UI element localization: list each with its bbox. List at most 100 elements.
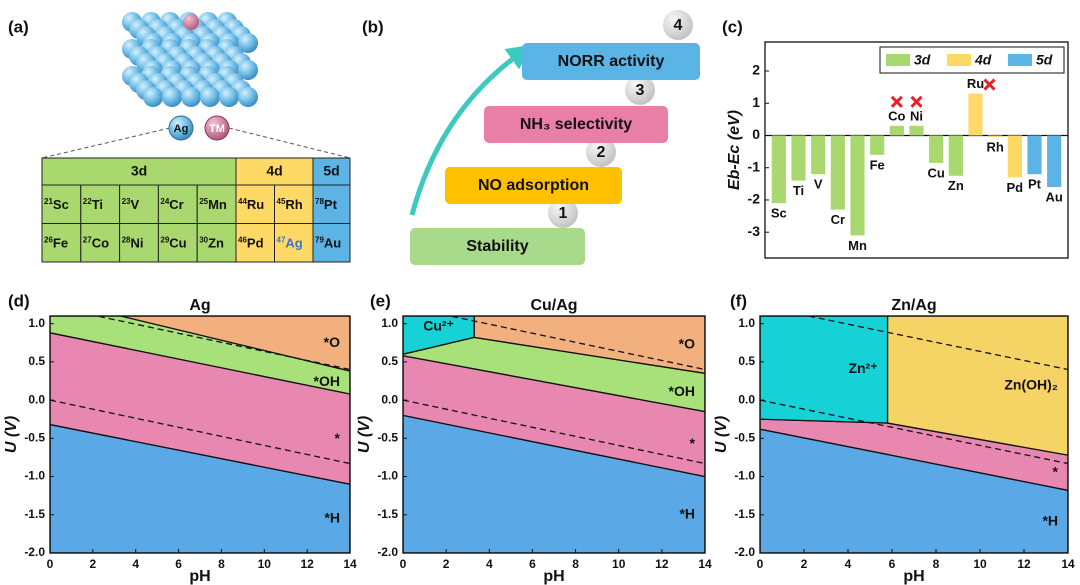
element: 24Cr [160, 197, 183, 213]
region-label: Zn²⁺ [848, 360, 877, 376]
legend-swatch [886, 54, 910, 66]
category-label: Mn [848, 238, 867, 253]
x-tick-label: 4 [132, 557, 139, 571]
bar [889, 125, 904, 136]
progress-arrow [409, 44, 533, 216]
y-tick-label: -1.5 [377, 507, 398, 521]
atom [200, 87, 220, 107]
step-box [522, 43, 700, 80]
legend-label: 4d [974, 52, 992, 68]
element: 21Sc [44, 197, 69, 213]
y-tick-label: 0.0 [28, 392, 45, 406]
atomic-number: 25 [199, 197, 208, 206]
water-line [403, 399, 705, 465]
chart-title: Cu/Ag [530, 297, 577, 314]
y-tick-label: -2.0 [377, 545, 398, 559]
x-tick-label: 0 [757, 557, 764, 571]
phase-region [403, 355, 705, 478]
bar [811, 135, 826, 175]
legend-label: 5d [1036, 52, 1053, 68]
element-symbol: Co [92, 236, 109, 251]
element-cell [80, 223, 121, 263]
atom-label: Ag [174, 123, 189, 135]
element: 30Zn [199, 235, 224, 251]
step-box [484, 106, 668, 143]
phase-region [886, 316, 1068, 456]
bar [968, 93, 983, 136]
element-symbol: Sc [53, 197, 69, 212]
y-tick-label: 0 [752, 126, 760, 142]
atomic-number: 22 [83, 197, 92, 206]
atomic-number: 44 [238, 197, 247, 206]
step-label: NORR activity [558, 53, 665, 70]
category-label: Cr [831, 212, 845, 227]
element-cell [196, 223, 237, 263]
atomic-number: 45 [277, 197, 286, 206]
atomic-number: 47 [277, 235, 286, 244]
plot-frame [764, 41, 1069, 259]
plot-frame [402, 315, 706, 554]
atom [219, 87, 239, 107]
bar [948, 135, 963, 176]
region-label: * [1053, 463, 1059, 479]
region-label: *O [679, 335, 695, 351]
category-label: Zn [948, 178, 964, 193]
x-tick-label: 6 [889, 557, 896, 571]
element: 45Rh [277, 197, 303, 213]
group-label: 3d [131, 163, 147, 179]
phase-region [760, 316, 889, 424]
category-label: V [814, 177, 823, 192]
x-tick-label: 2 [443, 557, 450, 571]
panel-label: (e) [370, 291, 391, 310]
atom [181, 87, 201, 107]
atomic-number: 29 [160, 235, 169, 244]
atom [238, 33, 258, 53]
category-label: Pd [1007, 180, 1024, 195]
legend-box [879, 46, 1065, 74]
guide-line [228, 127, 351, 159]
x-axis-title: pH [903, 568, 924, 585]
element-symbol: Ag [285, 236, 302, 251]
step-label: NH₃ selectivity [520, 116, 632, 133]
element-symbol: Ru [247, 197, 264, 212]
element-symbol: Cr [169, 197, 183, 212]
x-tick-label: 10 [258, 557, 272, 571]
element-cell [274, 223, 314, 263]
category-label: Ti [793, 183, 804, 198]
y-tick-label: -1 [748, 158, 761, 174]
element-symbol: Rh [285, 197, 302, 212]
y-tick-label: -0.5 [734, 430, 755, 444]
group-header [312, 157, 351, 186]
element: 25Mn [199, 197, 227, 213]
y-tick-label: -2.0 [24, 545, 45, 559]
y-tick-label: -1.5 [24, 507, 45, 521]
element-cell [312, 184, 351, 224]
x-tick-label: 14 [343, 557, 357, 571]
y-tick-label: 1.0 [381, 316, 398, 330]
phase-region [403, 316, 475, 355]
atom [162, 87, 182, 107]
atom-dopant [183, 14, 199, 30]
bar [870, 135, 885, 155]
region-label: * [690, 435, 696, 451]
element: 26Fe [44, 235, 68, 251]
element-symbol: Ni [131, 236, 144, 251]
region-label: Cu²⁺ [423, 317, 454, 333]
guide-line [41, 127, 171, 159]
y-axis-title: U (V) [356, 416, 373, 453]
excluded-mark [983, 78, 996, 91]
excluded-mark [910, 95, 923, 108]
category-label: Ru [967, 76, 984, 91]
element: 47Ag [277, 235, 303, 251]
element-symbol: Pt [324, 197, 338, 212]
panel-label: (f) [730, 291, 747, 310]
atom [238, 87, 258, 107]
element: 27Co [83, 235, 109, 251]
bar [929, 135, 944, 163]
excluded-mark [890, 95, 903, 108]
category-label: Pt [1028, 177, 1042, 192]
element-symbol: Fe [53, 236, 68, 251]
region-label: *H [324, 509, 340, 525]
category-label: Sc [771, 206, 787, 221]
phase-region [403, 414, 705, 553]
